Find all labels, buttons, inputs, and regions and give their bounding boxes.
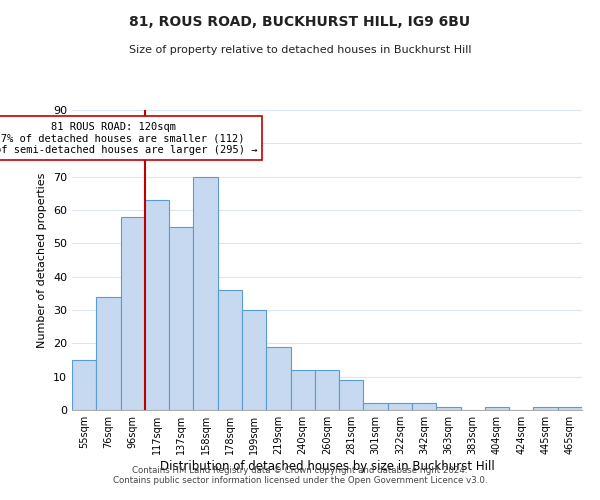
- Bar: [533, 406, 558, 410]
- Bar: [388, 404, 412, 410]
- Y-axis label: Number of detached properties: Number of detached properties: [37, 172, 47, 348]
- Text: Size of property relative to detached houses in Buckhurst Hill: Size of property relative to detached ho…: [129, 45, 471, 55]
- Bar: [121, 216, 145, 410]
- Bar: [315, 370, 339, 410]
- Bar: [218, 290, 242, 410]
- Bar: [436, 406, 461, 410]
- Bar: [485, 406, 509, 410]
- Bar: [193, 176, 218, 410]
- Bar: [290, 370, 315, 410]
- Bar: [339, 380, 364, 410]
- X-axis label: Distribution of detached houses by size in Buckhurst Hill: Distribution of detached houses by size …: [160, 460, 494, 473]
- Bar: [169, 226, 193, 410]
- Text: 81, ROUS ROAD, BUCKHURST HILL, IG9 6BU: 81, ROUS ROAD, BUCKHURST HILL, IG9 6BU: [130, 15, 470, 29]
- Text: 81 ROUS ROAD: 120sqm
← 27% of detached houses are smaller (112)
72% of semi-deta: 81 ROUS ROAD: 120sqm ← 27% of detached h…: [0, 122, 257, 155]
- Bar: [145, 200, 169, 410]
- Bar: [72, 360, 96, 410]
- Bar: [242, 310, 266, 410]
- Bar: [412, 404, 436, 410]
- Bar: [364, 404, 388, 410]
- Bar: [96, 296, 121, 410]
- Bar: [266, 346, 290, 410]
- Text: Contains HM Land Registry data © Crown copyright and database right 2024.
Contai: Contains HM Land Registry data © Crown c…: [113, 466, 487, 485]
- Bar: [558, 406, 582, 410]
